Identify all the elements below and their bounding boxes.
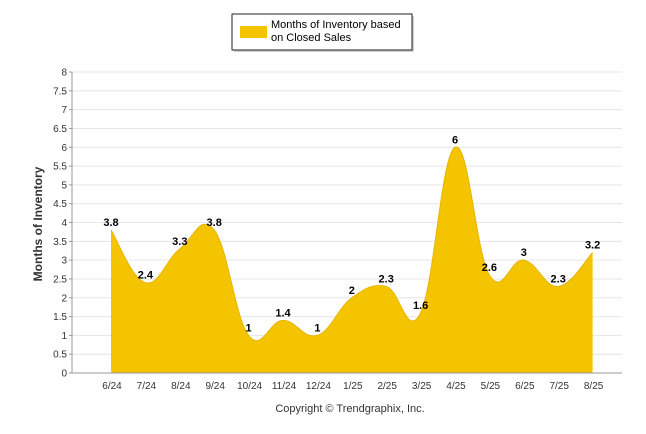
grid-lines bbox=[72, 71, 622, 355]
x-tick-label: 4/25 bbox=[446, 381, 466, 392]
area-series bbox=[110, 146, 593, 373]
y-tick-label: 0 bbox=[61, 369, 67, 380]
x-tick-label: 8/25 bbox=[584, 381, 604, 392]
x-tick-label: 5/25 bbox=[481, 381, 501, 392]
area-line bbox=[110, 146, 593, 342]
y-tick-label: 4 bbox=[61, 218, 67, 229]
y-tick-label: 4.5 bbox=[53, 199, 67, 210]
x-tick-label: 9/24 bbox=[205, 381, 225, 392]
data-label: 2.3 bbox=[379, 273, 394, 285]
y-tick-label: 1.5 bbox=[53, 312, 67, 323]
data-label: 3 bbox=[521, 247, 527, 259]
copyright-footer: Copyright © Trendgraphix, Inc. bbox=[275, 403, 424, 415]
y-tick-label: 1 bbox=[61, 331, 67, 342]
y-tick-label: 2 bbox=[61, 293, 67, 304]
data-label: 1.6 bbox=[413, 300, 428, 312]
data-label: 3.8 bbox=[207, 217, 222, 229]
y-tick-label: 7.5 bbox=[53, 86, 67, 97]
data-label: 3.2 bbox=[585, 240, 600, 252]
x-tick-label: 7/24 bbox=[137, 381, 157, 392]
y-axis-title: Months of Inventory bbox=[31, 166, 45, 281]
x-tick-label: 6/25 bbox=[515, 381, 535, 392]
data-label: 3.8 bbox=[103, 217, 118, 229]
x-tick-label: 6/24 bbox=[102, 381, 122, 392]
y-tick-label: 0.5 bbox=[53, 350, 67, 361]
y-tick-label: 5.5 bbox=[53, 162, 67, 173]
x-tick-label: 12/24 bbox=[306, 381, 331, 392]
data-labels: 3.8 2.4 3.3 3.8 1 1.4 1 2 2.3 1.6 6 2.6 3 2.3 3.2 bbox=[103, 134, 600, 336]
y-tick-label: 3 bbox=[61, 256, 67, 267]
x-tick-label: 1/25 bbox=[343, 381, 363, 392]
data-label: 1.4 bbox=[275, 307, 291, 319]
y-tick-label: 3.5 bbox=[53, 237, 67, 248]
data-label: 2 bbox=[349, 285, 355, 297]
x-tick-label: 2/25 bbox=[377, 381, 397, 392]
y-tick-label: 2.5 bbox=[53, 274, 67, 285]
legend-swatch bbox=[240, 26, 267, 38]
x-tick-label: 11/24 bbox=[272, 381, 297, 392]
y-tick-label: 6 bbox=[61, 143, 67, 154]
data-label: 3.3 bbox=[172, 236, 187, 248]
data-label: 2.6 bbox=[482, 262, 497, 274]
y-tick-labels: 0 0.5 1 1.5 2 2.5 3 3.5 4 4.5 5 5.5 6 6.5 7 7.5 8 bbox=[53, 68, 72, 380]
data-label: 1 bbox=[314, 322, 320, 334]
x-tick-label: 8/24 bbox=[171, 381, 191, 392]
y-tick-label: 7 bbox=[61, 105, 67, 116]
legend: Months of Inventory based on Closed Sale… bbox=[231, 13, 414, 52]
legend-label-line-2: on Closed Sales bbox=[271, 32, 352, 44]
x-tick-label: 7/25 bbox=[549, 381, 569, 392]
area-fill bbox=[111, 146, 593, 373]
data-label: 2.4 bbox=[138, 270, 154, 282]
y-tick-label: 8 bbox=[61, 68, 67, 79]
data-label: 6 bbox=[452, 134, 458, 146]
x-tick-label: 10/24 bbox=[237, 381, 262, 392]
legend-label-line-1: Months of Inventory based bbox=[271, 19, 401, 31]
x-tick-labels: 6/24 7/24 8/24 9/24 10/24 11/24 12/24 1/25 2/25 3… bbox=[102, 381, 604, 392]
x-tick-label: 3/25 bbox=[412, 381, 432, 392]
y-tick-label: 5 bbox=[61, 180, 67, 191]
data-label: 1 bbox=[246, 322, 252, 334]
y-tick-label: 6.5 bbox=[53, 124, 67, 135]
data-label: 2.3 bbox=[551, 273, 566, 285]
